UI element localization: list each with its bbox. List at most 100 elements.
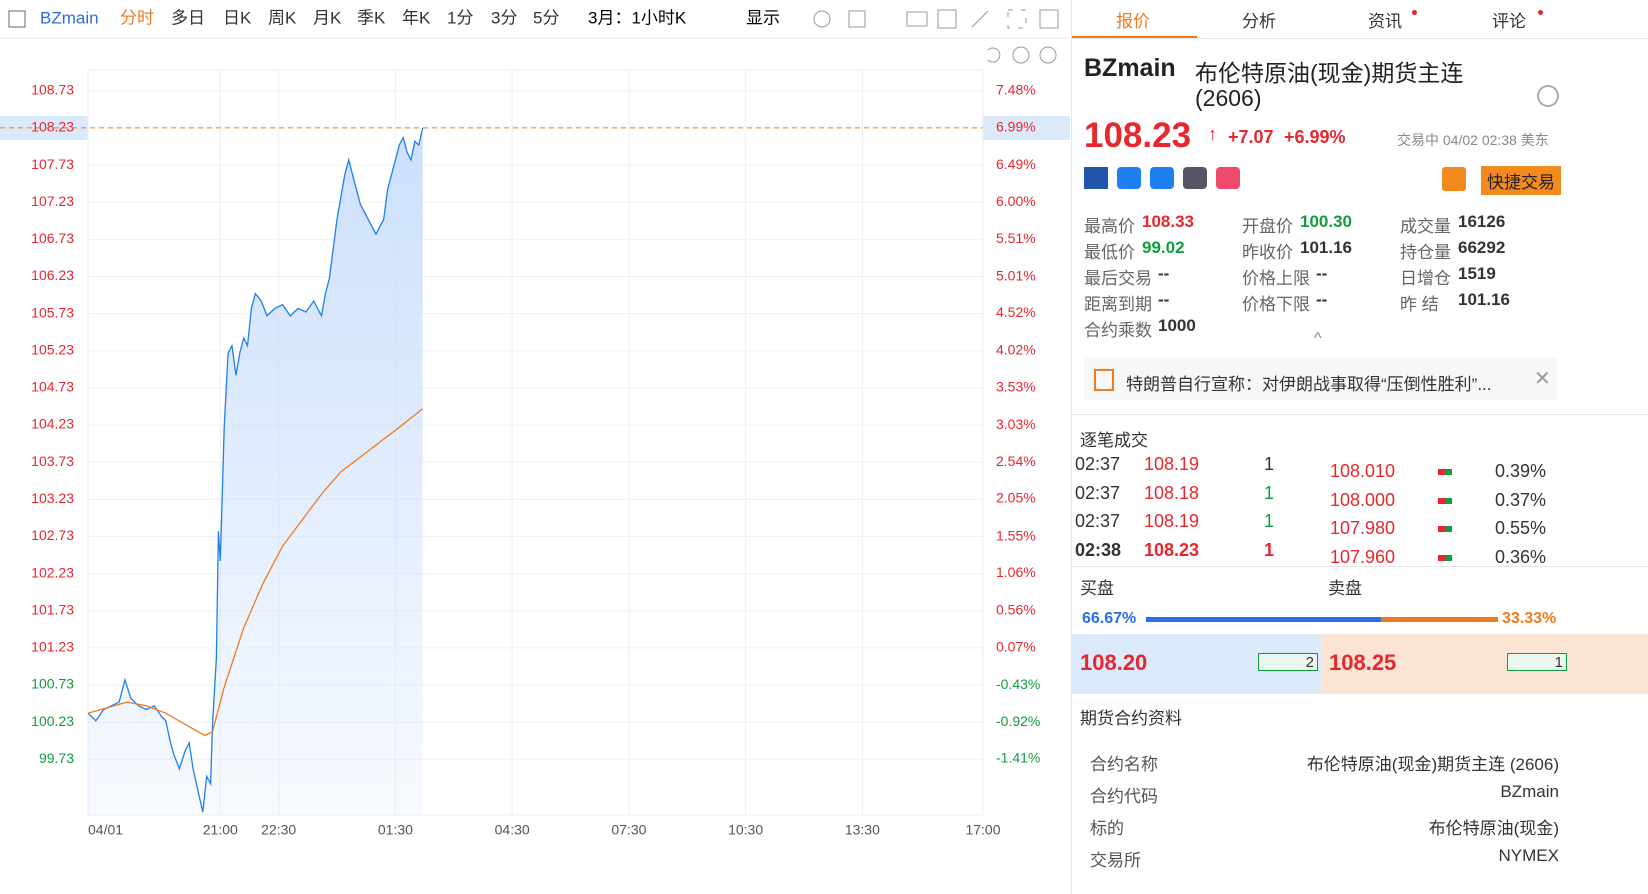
zoom-in[interactable] [1039, 46, 1057, 64]
quote-panel: 报价 分析 资讯 评论 BZmain 布伦特原油(现金)期货主连 (2606) 108… [1071, 0, 1648, 894]
toolbar-tab[interactable]: 年K [402, 8, 431, 27]
buy-ratio-label: 66.67% [1082, 610, 1137, 627]
toolbar-symbol[interactable]: BZmain [40, 8, 99, 27]
toolbar-tab[interactable]: 3分 [491, 8, 517, 27]
camera-icon[interactable] [906, 11, 928, 27]
divider [1072, 414, 1648, 415]
toolbar-tab[interactable]: 日K [223, 8, 252, 27]
settings-icon[interactable] [813, 10, 831, 28]
y2-tick-label: 4.02% [996, 342, 1036, 358]
fullscreen-icon[interactable] [1007, 9, 1027, 29]
ratio-bar [1146, 617, 1498, 622]
stat-label: 开盘价 [1242, 217, 1293, 236]
info-label: 合约代码 [1090, 787, 1158, 806]
trade-time: 02:38 [1075, 539, 1122, 560]
info-value: BZmain [1500, 782, 1559, 801]
y2-tick-label: 4.52% [996, 304, 1036, 320]
price-area [88, 127, 423, 815]
stat-label: 昨 结 [1400, 295, 1439, 314]
shape-icon[interactable] [848, 10, 866, 28]
x-tick-label: 04:30 [495, 822, 530, 838]
period-select[interactable]: 3月：1小时K [588, 8, 687, 27]
toolbar-tab[interactable]: 5分 [533, 8, 559, 27]
y-tick-label: 108.73 [31, 82, 74, 98]
y-tick-label: 100.23 [31, 713, 74, 729]
y-tick-label: 101.73 [31, 601, 74, 617]
depth-pct: 0.39% [1495, 461, 1547, 481]
y2-tick-label: 3.03% [996, 416, 1036, 432]
y-tick-label: 107.73 [31, 156, 74, 172]
y-tick-label: 102.73 [31, 527, 74, 543]
trade-price: 108.19 [1144, 454, 1200, 474]
sidebar-icon[interactable] [8, 10, 26, 28]
stat-value: 101.16 [1300, 238, 1352, 257]
stat-label: 日增仓 [1400, 269, 1451, 288]
stat-value: 1519 [1458, 264, 1496, 283]
stat-value: 108.33 [1142, 212, 1194, 231]
trade-qty: 1 [1264, 454, 1275, 474]
info-label: 合约名称 [1090, 755, 1158, 774]
toolbar-tab[interactable]: 月K [313, 8, 342, 27]
draw-icon[interactable] [971, 10, 989, 28]
stat-label: 成交量 [1400, 217, 1451, 236]
stat-label: 最后交易 [1084, 269, 1152, 288]
info-value: 布伦特原油(现金) [1428, 819, 1559, 838]
x-tick-label: 17:00 [965, 822, 1000, 838]
stat-label: 持仓量 [1400, 243, 1451, 262]
panel-tab[interactable]: 资讯 [1368, 12, 1402, 31]
zoom-out[interactable] [1012, 46, 1030, 64]
stat-label: 最低价 [1084, 243, 1135, 262]
toolbar-tab[interactable]: 1分 [447, 8, 473, 27]
toolbar [0, 0, 1070, 38]
y-tick-label: 103.23 [31, 490, 74, 506]
x-tick-label: 10:30 [728, 822, 763, 838]
toolbar-tab[interactable]: 多日 [171, 8, 205, 27]
y-tick-label: 102.23 [31, 564, 74, 580]
collapse-icon[interactable]: ^ [1314, 330, 1322, 347]
y2-tick-label: 6.00% [996, 193, 1036, 209]
tab-underline [1072, 36, 1197, 38]
stat-label: 昨收价 [1242, 243, 1293, 262]
y2-tick-label: 0.07% [996, 639, 1036, 655]
chart-area: BZmain 分时 多日 日K 周K 月K 季K 年K 1分 3分 5分 3月：1小时K 显示 0… [0, 0, 1070, 838]
divider [1072, 566, 1648, 567]
reset-icon[interactable] [987, 47, 1001, 63]
news-bar[interactable] [1084, 358, 1558, 400]
stat-label: 价格下限 [1242, 295, 1310, 314]
news-text[interactable]: 特朗普自行宣称：对伊朗战事取得“压倒性胜利”... [1126, 375, 1492, 394]
panel-tab[interactable]: 报价 [1116, 12, 1150, 31]
toolbar-icons [813, 9, 1059, 64]
buy-title: 买盘 [1080, 579, 1114, 598]
toolbar-tabs: 分时 多日 日K 周K 月K 季K 年K 1分 3分 5分 [120, 8, 559, 27]
bid-qty: 2 [1258, 653, 1318, 671]
y2-tick-label: 1.06% [996, 564, 1036, 580]
change: +7.07 [1228, 127, 1274, 147]
layout-icon[interactable] [1039, 9, 1059, 29]
close-news[interactable]: ✕ [1534, 368, 1551, 390]
trade-time: 02:37 [1075, 511, 1121, 531]
bid-price: 108.20 [1080, 650, 1148, 675]
x-tick-label: 13:30 [845, 822, 880, 838]
toolbar-tab[interactable]: 周K [268, 8, 297, 27]
trade-button[interactable]: 快捷交易 [1481, 166, 1561, 195]
settings-icon[interactable] [1537, 85, 1559, 107]
news-icon [1094, 369, 1114, 391]
change-pct: +6.99% [1284, 127, 1346, 147]
display-select[interactable]: 显示 [746, 8, 780, 27]
y-tick-label: 104.23 [31, 416, 74, 432]
x-tick-label: 22:30 [261, 822, 296, 838]
stat-value: 1000 [1158, 316, 1196, 335]
x-tick-label: 01:30 [378, 822, 413, 838]
y-tick-label: 107.23 [31, 193, 74, 209]
alert-button[interactable] [1442, 167, 1466, 191]
depth-bar [1438, 497, 1452, 504]
toolbar-tab[interactable]: 季K [357, 8, 386, 27]
trade-price: 108.23 [1144, 539, 1200, 560]
panel-tab[interactable]: 评论 [1492, 12, 1526, 31]
panel-tab[interactable]: 分析 [1242, 12, 1276, 31]
edit-icon[interactable] [937, 9, 957, 29]
y-tick-label: 105.73 [31, 304, 74, 320]
info-title: 期货合约资料 [1080, 709, 1182, 728]
y-tick-label: 100.73 [31, 676, 74, 692]
toolbar-tab[interactable]: 分时 [120, 8, 154, 27]
